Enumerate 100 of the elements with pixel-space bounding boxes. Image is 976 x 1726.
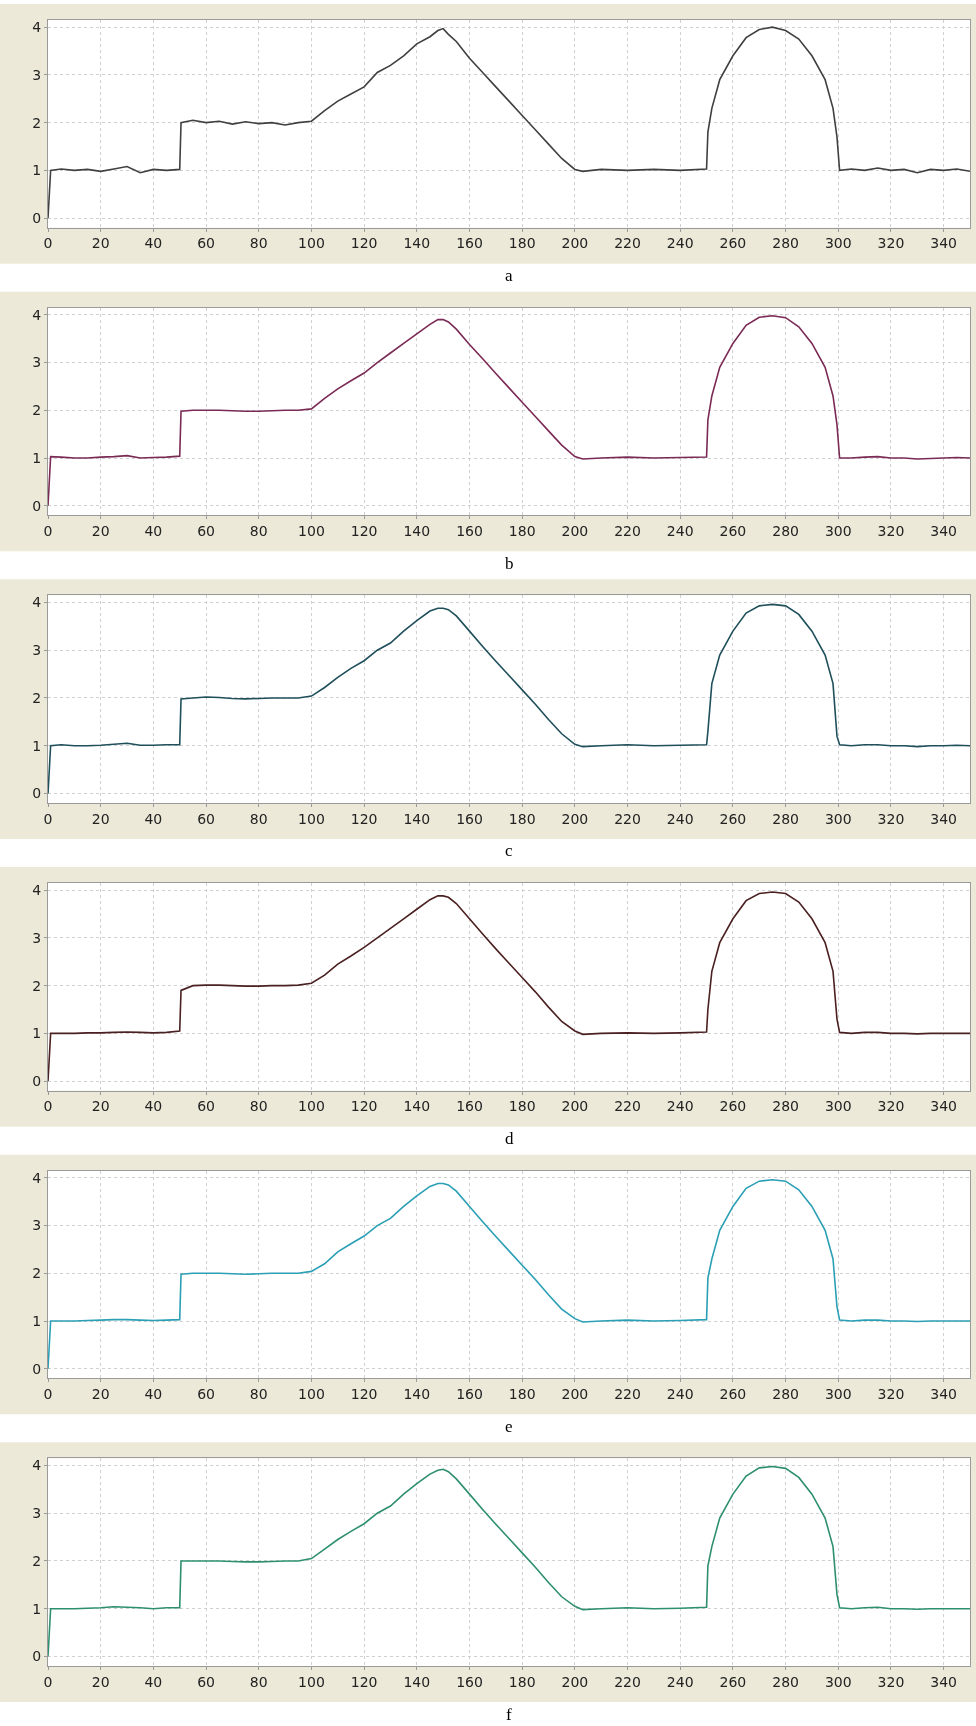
- y-tick-label: 2: [32, 1265, 42, 1282]
- x-tick-label: 60: [197, 1098, 215, 1115]
- x-tick-label: 240: [666, 1386, 694, 1403]
- x-tick-label: 280: [772, 810, 799, 827]
- x-tick-label: 100: [298, 523, 325, 540]
- x-tick-label: 100: [298, 1098, 325, 1115]
- x-tick-label: 220: [614, 1673, 641, 1690]
- x-tick-label: 0: [43, 235, 53, 252]
- x-tick-label: 220: [614, 235, 641, 252]
- x-tick-label: 200: [561, 235, 589, 252]
- x-tick-label: 260: [719, 1673, 747, 1690]
- x-tick-label: 200: [561, 1386, 589, 1403]
- line-series: [48, 314, 970, 507]
- x-tick-label: 340: [930, 1673, 958, 1690]
- x-tick-label: 320: [877, 1098, 905, 1115]
- y-tick-label: 1: [32, 1025, 42, 1042]
- x-tick-label: 260: [719, 810, 747, 827]
- x-tick-label: 280: [772, 523, 799, 540]
- x-tick-label: 40: [144, 810, 163, 827]
- x-tick-label: 300: [824, 1673, 852, 1690]
- x-tick-label: 200: [561, 523, 589, 540]
- x-tick-label: 200: [561, 1098, 589, 1115]
- x-tick-label: 140: [403, 1386, 431, 1403]
- x-tick-label: 320: [877, 1386, 905, 1403]
- x-tick-label: 320: [877, 523, 905, 540]
- x-tick-label: 80: [249, 235, 268, 252]
- y-tick-label: 4: [32, 882, 42, 899]
- x-tick-label: 0: [43, 523, 53, 540]
- x-tick-label: 140: [403, 1673, 431, 1690]
- x-tick-label: 120: [350, 523, 378, 540]
- x-tick-label: 0: [43, 1386, 53, 1403]
- x-tick-label: 180: [508, 1098, 536, 1115]
- x-tick-label: 100: [298, 1386, 325, 1403]
- x-tick-label: 320: [877, 1673, 905, 1690]
- line-series: [48, 26, 970, 219]
- y-tick-label: 1: [32, 1600, 42, 1617]
- x-tick-label: 320: [877, 810, 905, 827]
- y-tick-label: 2: [32, 689, 42, 706]
- x-tick-label: 40: [144, 523, 163, 540]
- y-tick-label: 3: [32, 1505, 42, 1522]
- x-tick-label: 140: [403, 235, 431, 252]
- x-tick-label: 220: [614, 1386, 641, 1403]
- y-tick-label: 0: [32, 210, 42, 227]
- x-tick-label: 240: [666, 523, 694, 540]
- x-tick-label: 0: [43, 810, 53, 827]
- x-tick-label: 40: [144, 1673, 163, 1690]
- x-tick-label: 180: [508, 810, 536, 827]
- x-tick-label: 100: [298, 235, 325, 252]
- x-tick-label: 20: [91, 810, 110, 827]
- y-tick-label: 3: [32, 66, 42, 83]
- x-tick-label: 340: [930, 235, 958, 252]
- x-tick-label: 100: [298, 810, 325, 827]
- x-tick-label: 60: [197, 810, 215, 827]
- y-tick-label: 2: [32, 1552, 42, 1569]
- x-tick-label: 160: [456, 523, 483, 540]
- y-tick-label: 3: [32, 642, 42, 659]
- x-tick-label: 180: [508, 1386, 536, 1403]
- x-tick-label: 300: [824, 523, 852, 540]
- x-tick-label: 340: [930, 1386, 958, 1403]
- x-tick-label: 160: [456, 235, 483, 252]
- x-tick-label: 120: [350, 1098, 378, 1115]
- x-tick-label: 280: [772, 1673, 799, 1690]
- x-tick-label: 40: [144, 1386, 163, 1403]
- x-axis-title: c: [505, 841, 513, 860]
- x-tick-label: 340: [930, 810, 958, 827]
- x-tick-label: 340: [930, 523, 958, 540]
- x-tick-label: 180: [508, 1673, 536, 1690]
- y-tick-label: 0: [32, 1360, 42, 1377]
- x-tick-label: 260: [719, 523, 747, 540]
- y-tick-label: 3: [32, 929, 42, 946]
- x-tick-label: 240: [666, 235, 694, 252]
- x-tick-label: 20: [91, 1098, 110, 1115]
- x-tick-label: 320: [877, 235, 905, 252]
- x-tick-label: 120: [350, 1673, 378, 1690]
- line-series: [48, 1178, 970, 1370]
- x-axis-title: b: [505, 554, 514, 573]
- y-tick-label: 1: [32, 1312, 42, 1329]
- y-tick-label: 2: [32, 977, 42, 994]
- x-tick-label: 240: [666, 1673, 694, 1690]
- x-axis-title: a: [505, 266, 513, 285]
- x-tick-label: 220: [614, 523, 641, 540]
- y-tick-label: 4: [32, 594, 42, 611]
- x-tick-label: 60: [197, 235, 215, 252]
- x-tick-label: 300: [824, 1386, 852, 1403]
- x-tick-label: 300: [824, 810, 852, 827]
- x-tick-label: 180: [508, 235, 536, 252]
- x-tick-label: 0: [43, 1673, 53, 1690]
- x-tick-label: 80: [249, 1673, 268, 1690]
- x-tick-label: 160: [456, 1673, 483, 1690]
- x-tick-label: 60: [197, 1673, 215, 1690]
- y-tick-label: 0: [32, 1073, 42, 1090]
- x-tick-label: 20: [91, 523, 110, 540]
- x-tick-label: 280: [772, 1098, 799, 1115]
- x-tick-label: 240: [666, 1098, 694, 1115]
- x-axis-title: f: [506, 1705, 512, 1724]
- x-tick-label: 260: [719, 1386, 747, 1403]
- x-tick-label: 20: [91, 1386, 110, 1403]
- y-tick-label: 4: [32, 1457, 42, 1474]
- x-tick-label: 20: [91, 235, 110, 252]
- x-tick-label: 260: [719, 235, 747, 252]
